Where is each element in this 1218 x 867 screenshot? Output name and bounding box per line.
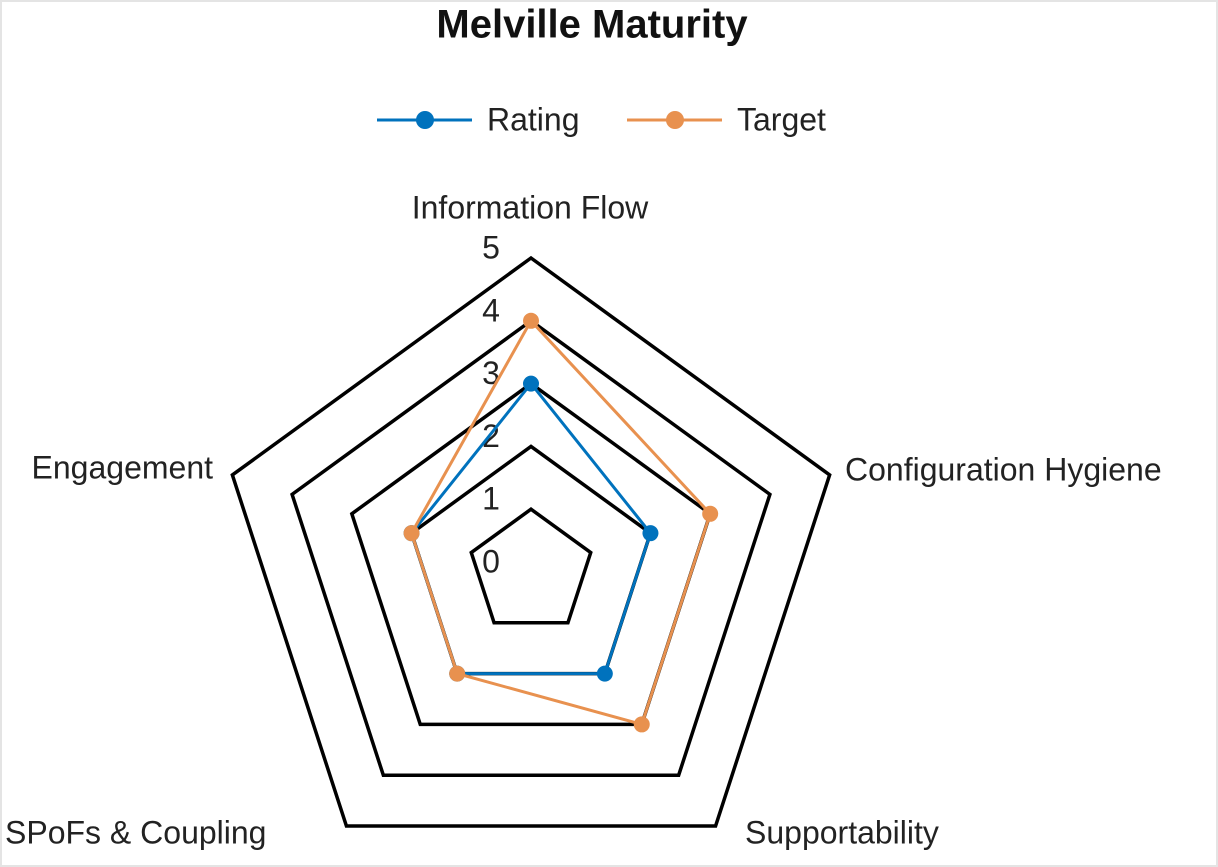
grid-ring bbox=[349, 381, 713, 727]
legend-marker bbox=[416, 111, 434, 129]
marker bbox=[403, 525, 420, 542]
legend-label: Rating bbox=[487, 101, 580, 137]
grid-ring bbox=[469, 507, 593, 625]
marker bbox=[523, 375, 539, 392]
chart-title: Melville Maturity bbox=[436, 3, 748, 47]
grid-ring bbox=[230, 255, 832, 828]
marker bbox=[702, 505, 719, 522]
axis-label: Engagement bbox=[32, 449, 214, 485]
marker bbox=[596, 665, 613, 682]
r-tick-label: 3 bbox=[482, 355, 500, 391]
r-tick-label: 5 bbox=[482, 229, 500, 265]
axis-label: Information Flow bbox=[412, 189, 649, 225]
series-line bbox=[409, 318, 712, 727]
marker bbox=[633, 716, 650, 733]
marker bbox=[523, 312, 539, 329]
axis-label: SPoFs & Coupling bbox=[5, 814, 266, 850]
axis-label: Configuration Hygiene bbox=[845, 451, 1162, 487]
r-tick-label: 4 bbox=[482, 292, 500, 328]
r-tick-label: 1 bbox=[482, 481, 500, 517]
axis-label: Supportability bbox=[745, 814, 939, 850]
legend-marker bbox=[666, 111, 684, 129]
r-tick-label: 0 bbox=[482, 543, 500, 579]
marker bbox=[449, 665, 466, 682]
grid-ring bbox=[290, 318, 772, 777]
marker bbox=[642, 525, 659, 542]
series-line bbox=[409, 381, 653, 676]
legend-label: Target bbox=[737, 101, 826, 137]
